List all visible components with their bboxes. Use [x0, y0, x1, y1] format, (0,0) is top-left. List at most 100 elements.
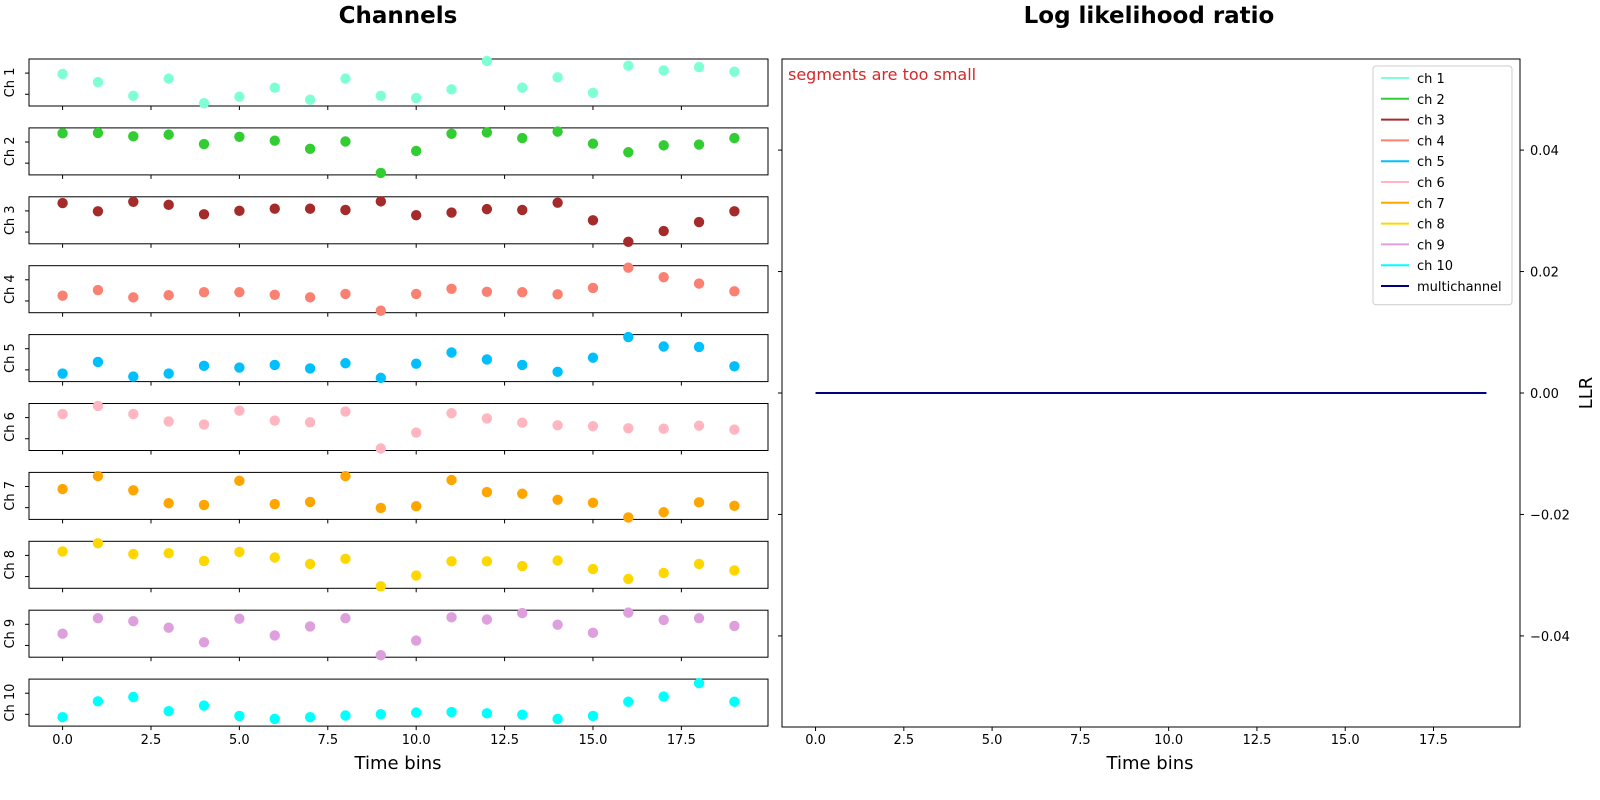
- data-point: [340, 553, 351, 564]
- data-point: [517, 132, 528, 144]
- x-tick-label: 0.0: [52, 733, 73, 748]
- data-point: [658, 65, 669, 76]
- data-point: [234, 362, 245, 373]
- data-point: [517, 82, 528, 93]
- data-point: [234, 546, 245, 558]
- legend-item: ch 3: [1381, 114, 1445, 129]
- panel-frame: [28, 678, 769, 727]
- panel-frame: [28, 403, 769, 451]
- x-tick-label: 17.5: [1419, 733, 1448, 748]
- data-point: [446, 84, 457, 95]
- data-point: [481, 614, 493, 625]
- data-point: [340, 73, 351, 84]
- data-point: [163, 199, 174, 211]
- data-point: [128, 485, 139, 496]
- data-point: [57, 628, 68, 639]
- data-point: [693, 139, 705, 150]
- data-point: [198, 138, 210, 150]
- data-point: [446, 612, 457, 623]
- data-point: [198, 419, 210, 430]
- data-point: [729, 132, 740, 144]
- data-point: [375, 443, 387, 454]
- data-point: [92, 613, 104, 624]
- data-point: [729, 565, 740, 576]
- legend-item: ch 1: [1381, 72, 1445, 87]
- data-point: [517, 417, 528, 428]
- data-point: [481, 708, 493, 719]
- data-point: [552, 366, 563, 378]
- data-point: [128, 371, 139, 382]
- data-point: [269, 630, 280, 641]
- channel-panel: Ch 1: [3, 55, 769, 110]
- data-point: [410, 427, 422, 438]
- data-point: [552, 713, 563, 725]
- data-point: [693, 420, 705, 431]
- data-point: [269, 135, 280, 146]
- data-point: [587, 352, 599, 363]
- legend-item: ch 9: [1381, 238, 1445, 253]
- y-tick-label: 0.00: [1530, 387, 1559, 402]
- panel-frame: [28, 127, 769, 176]
- data-point: [410, 209, 422, 221]
- data-point: [304, 621, 316, 632]
- data-point: [92, 127, 104, 139]
- data-point: [693, 558, 705, 570]
- x-tick-label: 2.5: [893, 733, 914, 748]
- legend-item: multichannel: [1381, 280, 1502, 295]
- channel-label: Ch 1: [3, 68, 18, 98]
- data-point: [163, 622, 174, 633]
- data-point: [269, 359, 280, 371]
- data-point: [234, 287, 245, 298]
- channel-label: Ch 7: [3, 481, 18, 511]
- data-point: [57, 290, 68, 301]
- data-point: [269, 203, 280, 214]
- data-point: [446, 706, 457, 718]
- data-point: [623, 512, 634, 523]
- legend-item: ch 7: [1381, 197, 1445, 212]
- data-point: [587, 497, 599, 508]
- data-point: [729, 424, 740, 435]
- data-point: [517, 607, 528, 619]
- x-tick-label: 5.0: [229, 733, 250, 748]
- data-point: [375, 650, 387, 661]
- legend-label: ch 5: [1417, 155, 1445, 170]
- data-point: [410, 635, 422, 646]
- right-xlabel: Time bins: [1106, 753, 1194, 774]
- data-point: [658, 507, 669, 518]
- data-point: [446, 207, 457, 218]
- data-point: [446, 347, 457, 358]
- data-point: [163, 368, 174, 379]
- data-point: [269, 415, 280, 426]
- data-point: [375, 90, 387, 102]
- legend-item: ch 5: [1381, 155, 1445, 170]
- channels-title: Channels: [339, 3, 458, 29]
- legend-item: ch 4: [1381, 134, 1445, 149]
- channel-label: Ch 2: [3, 137, 18, 167]
- data-point: [92, 470, 104, 482]
- legend-label: multichannel: [1417, 280, 1502, 295]
- data-point: [340, 288, 351, 300]
- data-point: [304, 363, 316, 374]
- data-point: [623, 423, 634, 434]
- data-point: [658, 341, 669, 352]
- data-point: [729, 500, 740, 511]
- data-point: [517, 560, 528, 572]
- channel-label: Ch 6: [3, 412, 18, 442]
- data-point: [517, 488, 528, 499]
- data-point: [658, 225, 669, 237]
- data-point: [623, 607, 634, 618]
- data-point: [587, 138, 599, 149]
- data-point: [375, 581, 387, 592]
- data-point: [410, 92, 422, 104]
- data-point: [446, 128, 457, 139]
- data-point: [304, 292, 316, 303]
- data-point: [410, 288, 422, 300]
- data-point: [234, 405, 245, 416]
- panel-frame: [28, 265, 769, 314]
- llr-title: Log likelihood ratio: [1024, 3, 1275, 29]
- data-point: [92, 356, 104, 368]
- channel-label: Ch 9: [3, 619, 18, 649]
- data-point: [446, 408, 457, 419]
- panel-frame: [28, 540, 769, 589]
- channel-label: Ch 8: [3, 550, 18, 580]
